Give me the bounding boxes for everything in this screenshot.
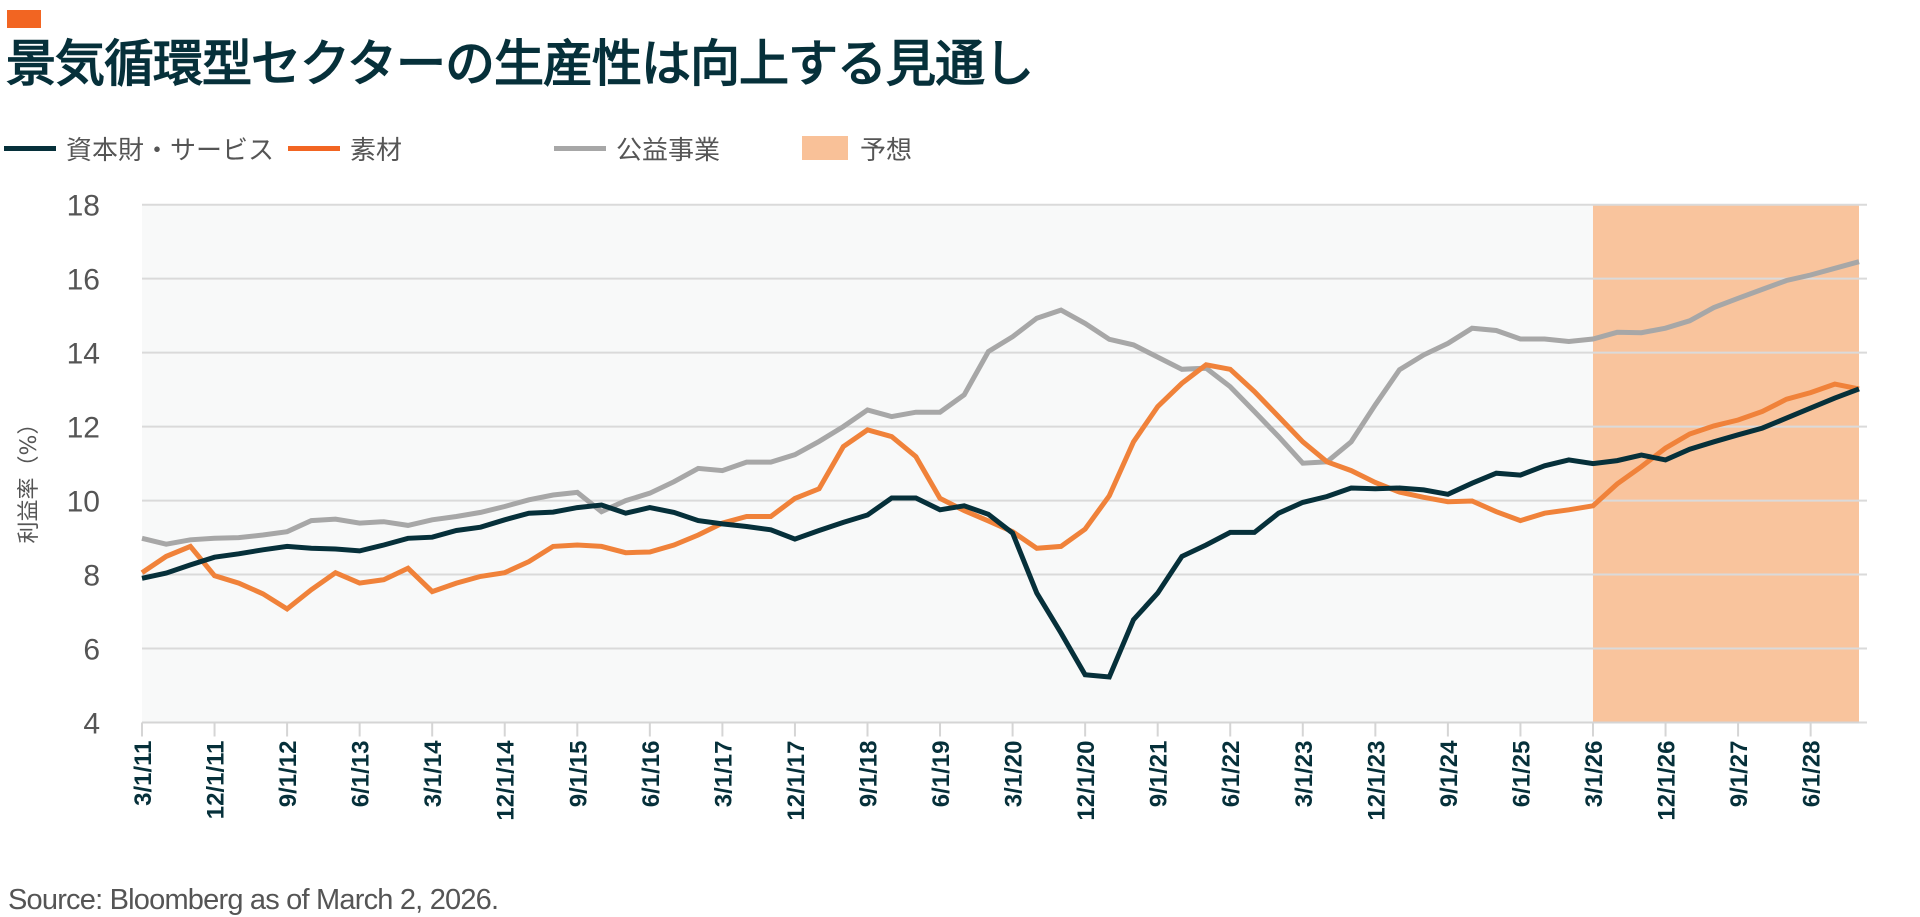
y-tick-label: 6 — [83, 634, 100, 667]
x-tick-label: 3/1/14 — [420, 740, 447, 807]
y-tick-label: 10 — [67, 486, 100, 519]
x-tick-label: 3/1/23 — [1291, 741, 1318, 808]
x-tick-label: 12/1/14 — [493, 740, 520, 821]
source-note: Source: Bloomberg as of March 2, 2026. — [8, 884, 499, 916]
x-tick-label: 6/1/16 — [638, 741, 665, 808]
x-tick-label: 6/1/25 — [1508, 741, 1535, 808]
legend-line-icon — [288, 145, 340, 151]
plot-area — [142, 204, 1859, 723]
x-tick-label: 3/1/20 — [1001, 741, 1028, 808]
legend-label: 素材 — [350, 135, 403, 166]
series-line-capital-goods — [141, 386, 1860, 680]
x-tick-label: 6/1/28 — [1799, 741, 1826, 808]
x-tick-label: 6/1/22 — [1218, 741, 1245, 808]
legend-label: 予想 — [860, 135, 913, 166]
x-tick-label: 9/1/24 — [1436, 740, 1463, 807]
x-tick-label: 12/1/20 — [1073, 741, 1100, 821]
x-tick-label: 9/1/18 — [855, 741, 882, 808]
chart-title: 景気循環型セクターの生産性は向上する見通し — [6, 35, 1034, 93]
x-tick-label: 6/1/19 — [928, 741, 955, 808]
forecast-region — [1592, 204, 1859, 723]
x-tick-label: 12/1/23 — [1363, 741, 1390, 821]
line-chart: 4 6 8 10 12 14 16 18 3/1/11 12/1/11 9/1/12 6/1/13 3… — [17, 190, 1867, 821]
x-tick-label: 3/1/17 — [710, 741, 737, 808]
legend: 資本財・サービス 素材 公益事業 予想 — [0, 131, 1000, 166]
series-line-utilities — [141, 259, 1860, 547]
y-tick-label: 4 — [83, 708, 100, 741]
x-tick-label: 12/1/26 — [1654, 741, 1681, 821]
y-tick-label: 14 — [67, 338, 100, 371]
x-tick-label: 12/1/17 — [783, 741, 810, 821]
legend-swatch-icon — [802, 136, 848, 160]
legend-label: 公益事業 — [616, 135, 721, 166]
legend-line-icon — [554, 145, 606, 151]
x-tick-label: 12/1/11 — [203, 741, 230, 820]
y-tick-label: 8 — [83, 560, 100, 593]
y-tick-label: 16 — [67, 264, 100, 297]
accent-bar — [7, 10, 41, 28]
y-axis-title: 利益率（%） — [17, 413, 42, 544]
x-tick-label: 3/1/11 — [130, 741, 157, 806]
x-tick-label: 9/1/27 — [1726, 741, 1753, 808]
legend-item-materials: 素材 — [288, 131, 403, 166]
x-tick-label: 6/1/13 — [348, 741, 375, 808]
x-tick-label: 9/1/15 — [565, 741, 592, 808]
legend-item-capital-goods: 資本財・サービス — [4, 131, 275, 166]
x-tick-label: 9/1/21 — [1146, 741, 1173, 808]
x-tick-label: 9/1/12 — [275, 741, 302, 808]
legend-item-utilities: 公益事業 — [554, 131, 721, 166]
legend-item-forecast: 予想 — [802, 131, 913, 166]
legend-line-icon — [4, 145, 56, 151]
x-tick-label: 3/1/26 — [1581, 741, 1608, 808]
y-tick-label: 12 — [67, 412, 100, 445]
legend-label: 資本財・サービス — [66, 135, 275, 166]
y-tick-label: 18 — [67, 190, 100, 223]
